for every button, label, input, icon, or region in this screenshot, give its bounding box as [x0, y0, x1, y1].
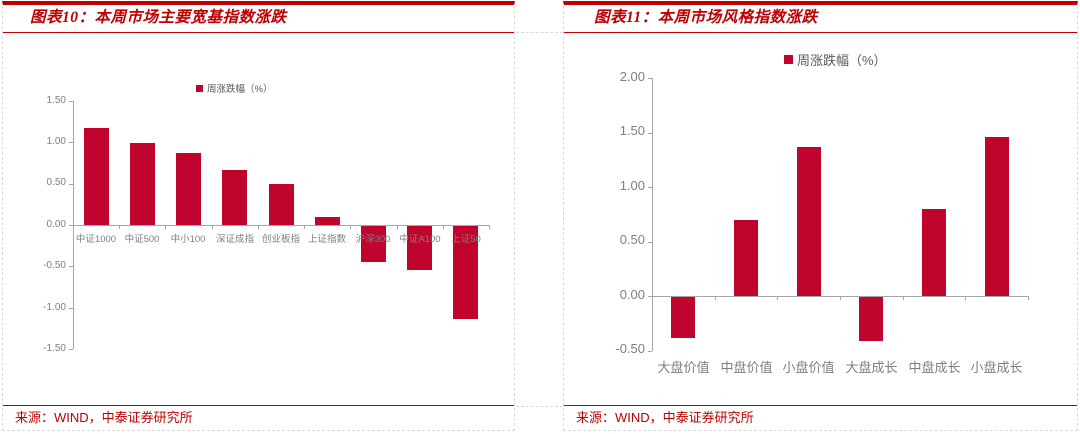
x-axis-tick — [777, 296, 779, 300]
y-tick-label: 0.50 — [46, 177, 66, 189]
bar-小盘成长 — [985, 137, 1009, 296]
y-axis-tick — [69, 225, 73, 226]
bar-大盘价值 — [671, 297, 695, 338]
bar-中证1000 — [84, 128, 109, 225]
bar-中盘成长 — [922, 209, 946, 296]
y-axis-tick — [648, 78, 652, 79]
figure-11-title: 图表11：本周市场风格指数涨跌 — [564, 5, 1077, 33]
x-category-label: 中证500 — [124, 234, 160, 245]
x-category-label: 小盘成长 — [970, 360, 1023, 375]
bar-创业板指 — [269, 184, 294, 225]
bar-中小100 — [176, 153, 201, 225]
bar-深证成指 — [222, 170, 247, 225]
grid-divider — [516, 32, 563, 33]
figure-10-source: 来源：WIND，中泰证券研究所 — [3, 405, 514, 430]
x-category-label: 上证指数 — [307, 234, 346, 245]
legend-color-swatch-icon — [196, 84, 203, 92]
x-axis-tick — [1028, 296, 1029, 300]
y-axis-tick — [648, 350, 652, 352]
x-axis-tick — [257, 225, 259, 229]
y-tick-label: 1.50 — [46, 94, 66, 106]
y-axis-tick — [648, 241, 652, 243]
y-tick-label: 0.00 — [619, 286, 645, 302]
x-category-label: 中盘成长 — [908, 360, 961, 375]
bar-中证A100 — [407, 226, 432, 270]
x-axis-tick — [902, 296, 904, 300]
bar-中证500 — [130, 143, 155, 225]
y-tick-label: 1.00 — [619, 177, 645, 193]
x-axis-tick — [304, 225, 306, 229]
y-tick-label: 0.50 — [619, 232, 645, 248]
y-axis-tick — [69, 349, 73, 351]
bar-大盘成长 — [859, 297, 883, 341]
bar-小盘价值 — [797, 147, 821, 296]
bar-沪深300 — [361, 226, 386, 262]
x-axis-tick — [119, 225, 121, 229]
x-category-label: 中小100 — [170, 234, 206, 245]
y-axis-tick — [648, 296, 652, 297]
y-axis-tick — [69, 307, 73, 309]
y-tick-label: -1.50 — [43, 342, 66, 354]
y-tick-label: -0.50 — [43, 260, 66, 272]
y-axis-tick — [648, 132, 652, 134]
legend-label: 周涨跌幅（%） — [207, 84, 273, 95]
figure-10-legend: 周涨跌幅（%） — [196, 81, 272, 95]
bar-中盘价值 — [734, 220, 758, 296]
legend-label: 周涨跌幅（%） — [797, 53, 887, 68]
x-axis-tick — [489, 225, 490, 229]
x-axis-tick — [165, 225, 167, 229]
x-category-label: 中盘价值 — [720, 360, 773, 375]
x-category-label: 上证50 — [451, 234, 481, 245]
figure-10-title: 图表10：本周市场主要宽基指数涨跌 — [3, 5, 514, 33]
y-axis-tick — [648, 187, 652, 188]
figure-11-source: 来源：WIND，中泰证券研究所 — [564, 405, 1077, 430]
legend-color-swatch-icon — [784, 55, 793, 64]
y-axis-tick — [69, 100, 73, 102]
figure-10-bar-chart: 周涨跌幅（%） 1.50 1.00 0.50 0.00 -0.50 -1.00 -1.50 中… — [3, 33, 514, 405]
x-category-label: 小盘价值 — [782, 360, 835, 375]
x-axis-tick — [211, 225, 213, 229]
y-tick-label: 0.00 — [46, 218, 66, 230]
x-axis-tick — [714, 296, 716, 300]
y-axis-tick — [69, 142, 73, 144]
y-tick-label: 1.00 — [46, 136, 66, 148]
x-axis-tick — [442, 225, 444, 229]
y-tick-label: -1.00 — [43, 301, 66, 313]
x-axis-tick — [840, 296, 841, 300]
figure-11-panel: 图表11：本周市场风格指数涨跌 周涨跌幅（%） 2.00 1.50 1.00 0.50… — [563, 1, 1078, 431]
y-axis-tick — [69, 266, 73, 268]
grid-divider — [516, 406, 563, 407]
figure-11-legend: 周涨跌幅（%） — [784, 50, 887, 69]
y-axis-tick — [69, 183, 73, 185]
x-category-label: 深证成指 — [215, 234, 254, 245]
x-axis-tick — [965, 296, 967, 300]
x-axis-tick — [396, 225, 398, 229]
x-axis-line — [73, 225, 489, 226]
y-axis-line — [652, 78, 653, 351]
x-category-label: 大盘成长 — [845, 360, 898, 375]
y-tick-label: 2.00 — [619, 68, 645, 84]
bar-上证指数 — [315, 217, 340, 225]
figure-11-bar-chart: 周涨跌幅（%） 2.00 1.50 1.00 0.50 0.00 -0.50 大盘价值 中盘价… — [564, 33, 1077, 405]
y-axis-line — [73, 100, 74, 350]
x-category-label: 中证A100 — [399, 234, 441, 245]
x-category-label: 沪深300 — [355, 234, 391, 245]
figure-10-panel: 图表10：本周市场主要宽基指数涨跌 周涨跌幅（%） 1.50 1.00 0.50 0.… — [2, 1, 515, 431]
x-category-label: 创业板指 — [261, 234, 300, 245]
x-axis-tick — [350, 225, 352, 229]
x-category-label: 大盘价值 — [657, 360, 710, 375]
x-category-label: 中证1000 — [75, 234, 117, 245]
y-tick-label: -0.50 — [615, 341, 645, 357]
y-tick-label: 1.50 — [619, 123, 645, 139]
bar-上证50 — [453, 226, 478, 319]
